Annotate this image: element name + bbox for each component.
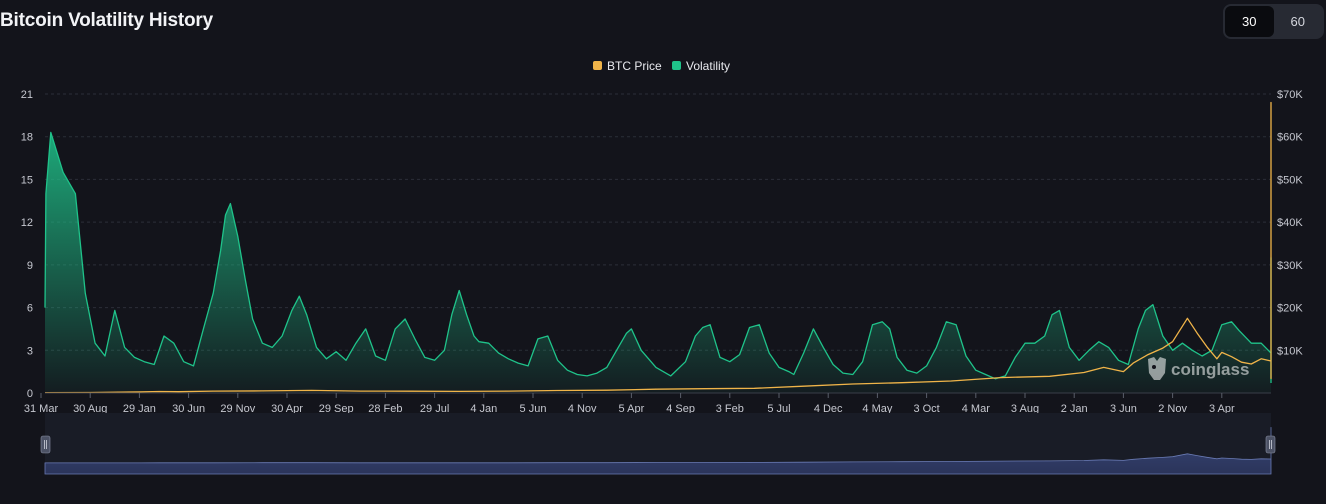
- x-tick-label: 3 Feb: [716, 403, 744, 415]
- x-tick-label: 30 Jun: [172, 403, 205, 415]
- y-right-tick-label: $70K: [1277, 89, 1303, 101]
- y-right-tick-label: $20K: [1277, 303, 1303, 315]
- y-left-tick-label: 18: [21, 132, 33, 144]
- y-left-tick-label: 12: [21, 217, 33, 229]
- x-axis: 31 Mar 30 Aug 29 Jan 30 Jun 29 Nov 30 Apr 29 S…: [24, 392, 1271, 415]
- y-axis-left: 0 3 6 9 12 15 18 21: [21, 89, 33, 400]
- x-tick-label: 3 Oct: [913, 403, 939, 415]
- x-tick-label: 3 Jun: [1110, 403, 1137, 415]
- x-tick-label: 30 Aug: [73, 403, 107, 415]
- legend-item-volatility[interactable]: Volatility: [672, 59, 730, 73]
- legend-swatch-btc-price: [593, 61, 602, 70]
- x-tick-label: 29 Sep: [319, 403, 354, 415]
- x-tick-label: 29 Jan: [123, 403, 156, 415]
- y-left-tick-label: 21: [21, 89, 33, 101]
- coinglass-watermark: coinglass: [1148, 357, 1249, 380]
- y-axis-right: $10K $20K $30K $40K $50K $60K $70K: [1277, 89, 1303, 357]
- x-tick-label: 4 Dec: [814, 403, 843, 415]
- btc-price-line: [44, 101, 1272, 394]
- x-tick-label: 5 Apr: [619, 403, 645, 415]
- legend-label-btc-price: BTC Price: [607, 59, 662, 73]
- y-right-tick-label: $60K: [1277, 132, 1303, 144]
- y-left-tick-label: 15: [21, 174, 33, 186]
- navigator[interactable]: [40, 413, 1276, 475]
- window-30-button[interactable]: 30: [1225, 6, 1274, 37]
- x-tick-label: 4 May: [862, 403, 892, 415]
- watermark-text: coinglass: [1171, 360, 1249, 379]
- x-tick-label: 2 Jan: [1061, 403, 1088, 415]
- volatility-area: [45, 132, 1271, 393]
- y-right-tick-label: $30K: [1277, 260, 1303, 272]
- y-left-tick-label: 0: [27, 388, 33, 400]
- legend-item-btc-price[interactable]: BTC Price: [593, 59, 662, 73]
- y-left-tick-label: 3: [27, 345, 33, 357]
- legend-label-volatility: Volatility: [686, 59, 730, 73]
- page-title: Bitcoin Volatility History: [0, 10, 213, 31]
- window-60-button[interactable]: 60: [1290, 14, 1305, 29]
- x-tick-label: 28 Feb: [368, 403, 402, 415]
- x-tick-label: 29 Nov: [220, 403, 255, 415]
- x-tick-label: 30 Apr: [271, 403, 303, 415]
- x-tick-label: 29 Jul: [420, 403, 449, 415]
- plot-area: [44, 101, 1272, 394]
- legend-swatch-volatility: [672, 61, 681, 70]
- y-right-tick-label: $10K: [1277, 345, 1303, 357]
- navigator-handle-right[interactable]: [1265, 435, 1276, 454]
- y-right-tick-label: $50K: [1277, 174, 1303, 186]
- x-tick-label: 4 Nov: [568, 403, 597, 415]
- x-tick-label: 4 Sep: [666, 403, 695, 415]
- navigator-handle-left[interactable]: [40, 435, 51, 454]
- x-tick-label: 4 Mar: [962, 403, 990, 415]
- y-left-tick-label: 6: [27, 303, 33, 315]
- x-tick-label: 5 Jun: [520, 403, 547, 415]
- x-tick-label: 5 Jul: [767, 403, 790, 415]
- x-tick-label: 2 Nov: [1158, 403, 1187, 415]
- window-toggle: 30 60: [1223, 4, 1324, 39]
- y-right-tick-label: $40K: [1277, 217, 1303, 229]
- x-tick-label: 3 Apr: [1209, 403, 1235, 415]
- x-tick-label: 3 Aug: [1011, 403, 1039, 415]
- x-tick-label: 4 Jan: [470, 403, 497, 415]
- y-left-tick-label: 9: [27, 260, 33, 272]
- x-tick-label: 31 Mar: [24, 403, 59, 415]
- coinglass-logo-icon: [1148, 357, 1166, 380]
- legend: BTC Price Volatility: [593, 59, 730, 73]
